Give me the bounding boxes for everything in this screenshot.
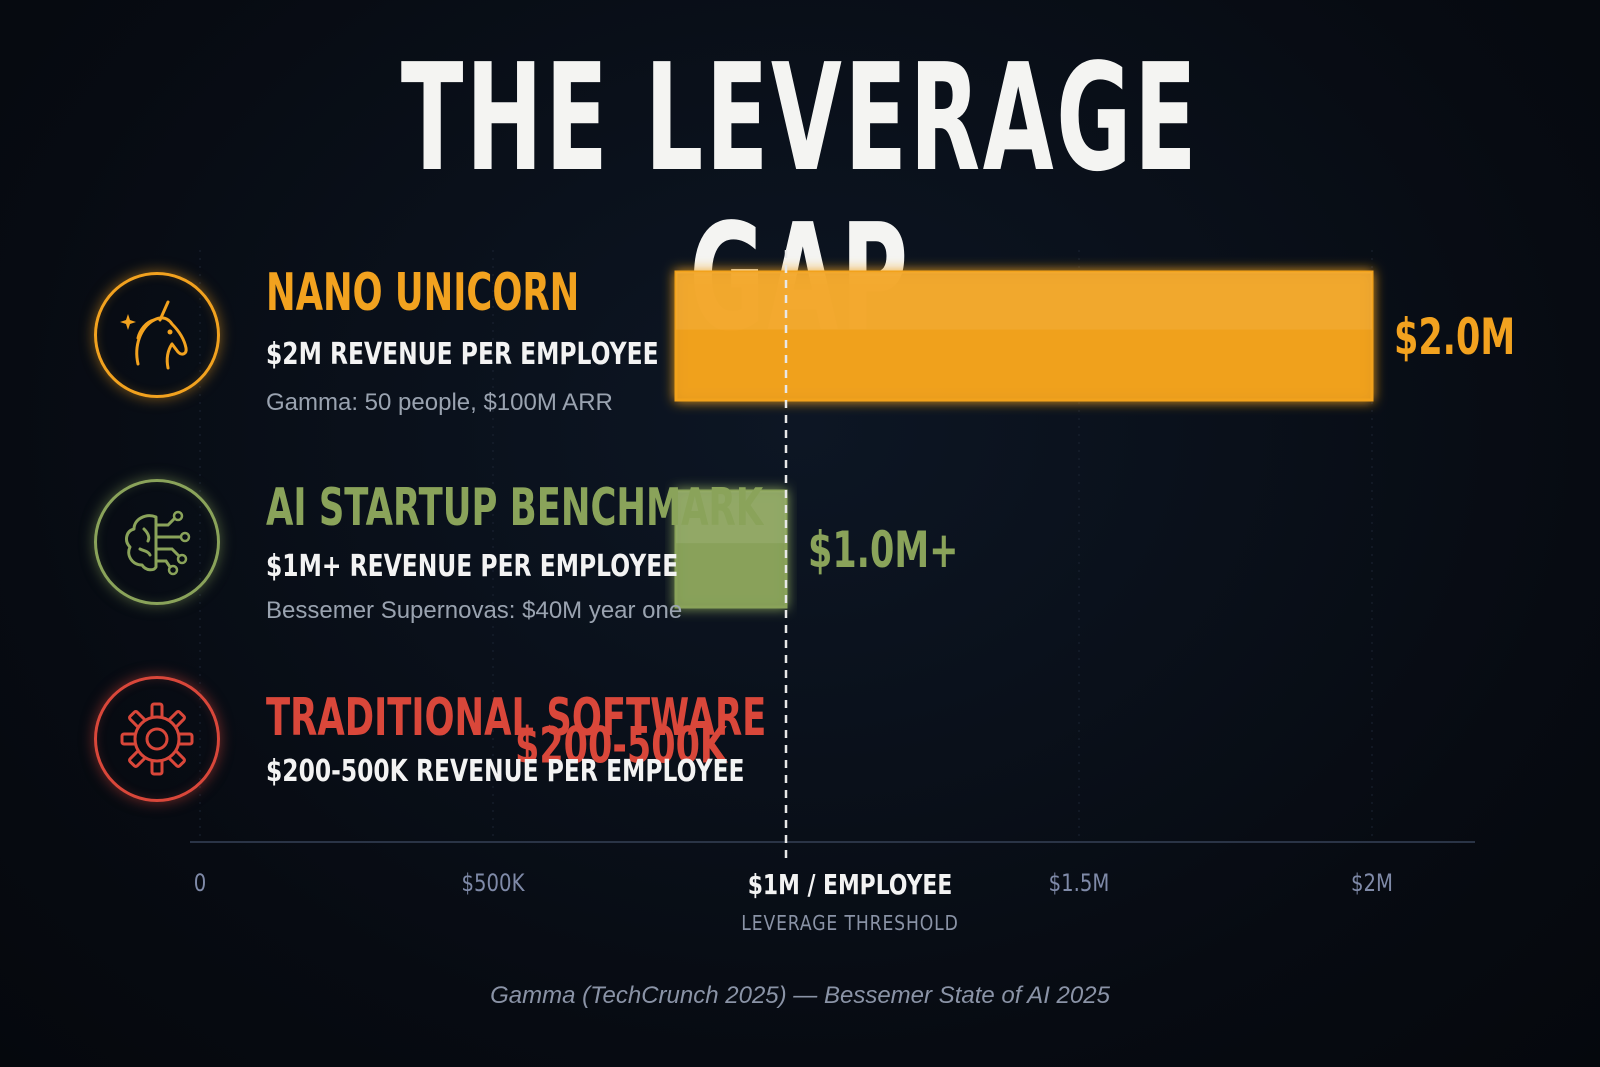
bar (674, 489, 788, 609)
bar-value-label: $200-500K (515, 717, 728, 775)
bar-value-label: $2.0M (1394, 309, 1515, 367)
bars (674, 270, 1374, 609)
row-note: Gamma: 50 people, $100M ARR (266, 389, 613, 416)
row-name: TRADITIONAL SOFTWARE (266, 688, 767, 748)
row-name: AI STARTUP BENCHMARK (266, 478, 764, 538)
row-subtitle: $200-500K REVENUE PER EMPLOYEE (266, 754, 745, 789)
bar-highlight (676, 491, 786, 544)
brain-circuit-icon (94, 479, 220, 605)
x-tick-label: $2M (1351, 870, 1393, 897)
overlay: 0 $500K $1.5M $2M $2.0M $1.0M+ $200-500K (194, 250, 1515, 898)
row-subtitle: $2M REVENUE PER EMPLOYEE (266, 337, 659, 372)
x-tick-label: $500K (462, 870, 526, 897)
threshold-sublabel: LEVERAGE THRESHOLD (741, 911, 959, 935)
row-subtitle: $1M+ REVENUE PER EMPLOYEE (266, 549, 679, 584)
x-tick-label: $1.5M (1049, 870, 1110, 897)
bar (674, 270, 1374, 402)
threshold-label: $1M / EMPLOYEE (747, 868, 953, 901)
bar-value-label: $1.0M+ (808, 522, 958, 580)
row-note: Bessemer Supernovas: $40M year one (266, 597, 683, 624)
unicorn-icon (94, 272, 220, 398)
x-tick-label: 0 (194, 870, 207, 897)
row-name: NANO UNICORN (266, 263, 580, 323)
gear-icon (94, 676, 220, 802)
source-note: Gamma (TechCrunch 2025) — Bessemer State… (490, 982, 1110, 1009)
bar-highlight (676, 272, 1372, 330)
